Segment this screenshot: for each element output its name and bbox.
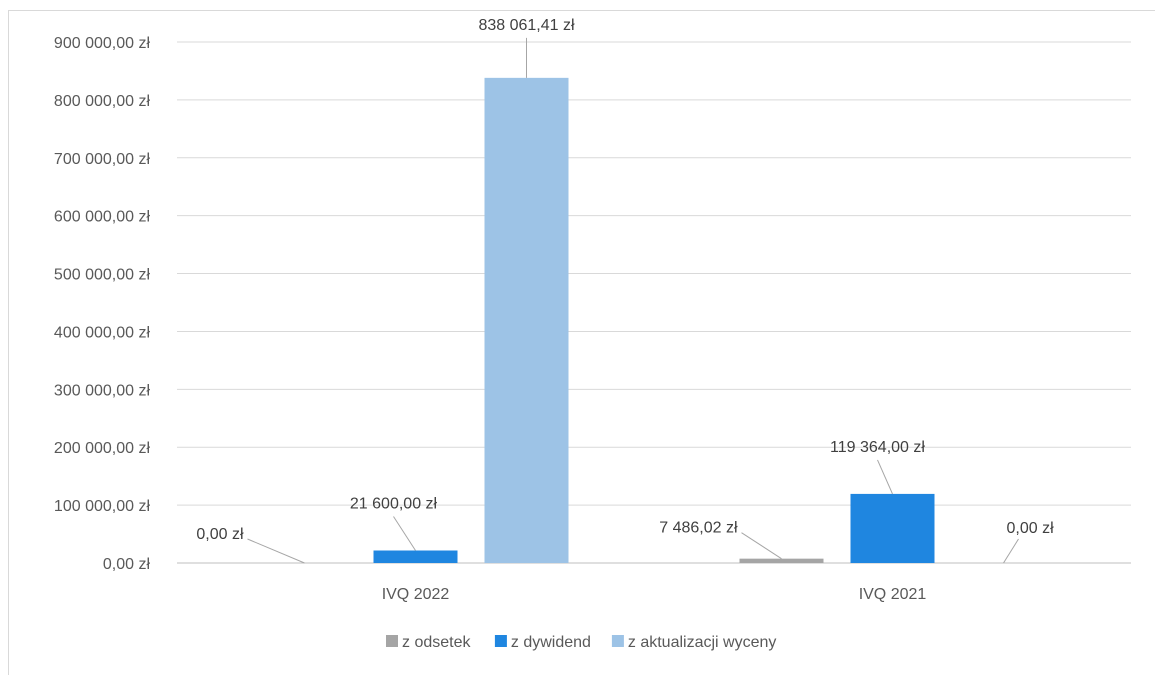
chart-frame: [8, 10, 1155, 675]
data-label: 838 061,41 zł: [478, 17, 575, 34]
legend-label: z aktualizacji wyceny: [628, 634, 777, 651]
leader-line: [1003, 538, 1019, 564]
data-label: 119 364,00 zł: [830, 439, 925, 456]
bar: [484, 77, 569, 563]
y-tick-label: 500 000,00 zł: [54, 267, 151, 284]
leader-line: [247, 538, 305, 564]
y-tick-label: 900 000,00 zł: [54, 35, 151, 52]
legend-swatch: [494, 635, 507, 647]
data-label: 0,00 zł: [196, 526, 244, 543]
legend-label: z dywidend: [511, 634, 591, 651]
bar: [739, 558, 824, 563]
y-tick-label: 300 000,00 zł: [54, 382, 151, 399]
y-tick-label: 800 000,00 zł: [54, 93, 151, 110]
data-label: 21 600,00 zł: [350, 495, 438, 512]
leader-line: [393, 516, 416, 551]
data-label: 0,00 zł: [1007, 520, 1055, 537]
bar: [373, 550, 458, 563]
legend-swatch: [386, 635, 398, 647]
data-label: 7 486,02 zł: [659, 520, 738, 537]
y-tick-label: 0,00 zł: [103, 556, 151, 573]
y-tick-label: 100 000,00 zł: [54, 498, 151, 515]
legend-swatch: [611, 635, 624, 647]
category-label: IVQ 2022: [382, 586, 450, 603]
leader-line: [741, 532, 782, 560]
category-label: IVQ 2021: [859, 586, 927, 603]
y-tick-label: 400 000,00 zł: [54, 324, 151, 341]
leader-line: [877, 459, 893, 495]
bar: [850, 493, 935, 563]
y-tick-label: 600 000,00 zł: [54, 209, 151, 226]
legend-label: z odsetek: [402, 634, 471, 651]
y-tick-label: 200 000,00 zł: [54, 440, 151, 457]
y-tick-label: 700 000,00 zł: [54, 151, 151, 168]
